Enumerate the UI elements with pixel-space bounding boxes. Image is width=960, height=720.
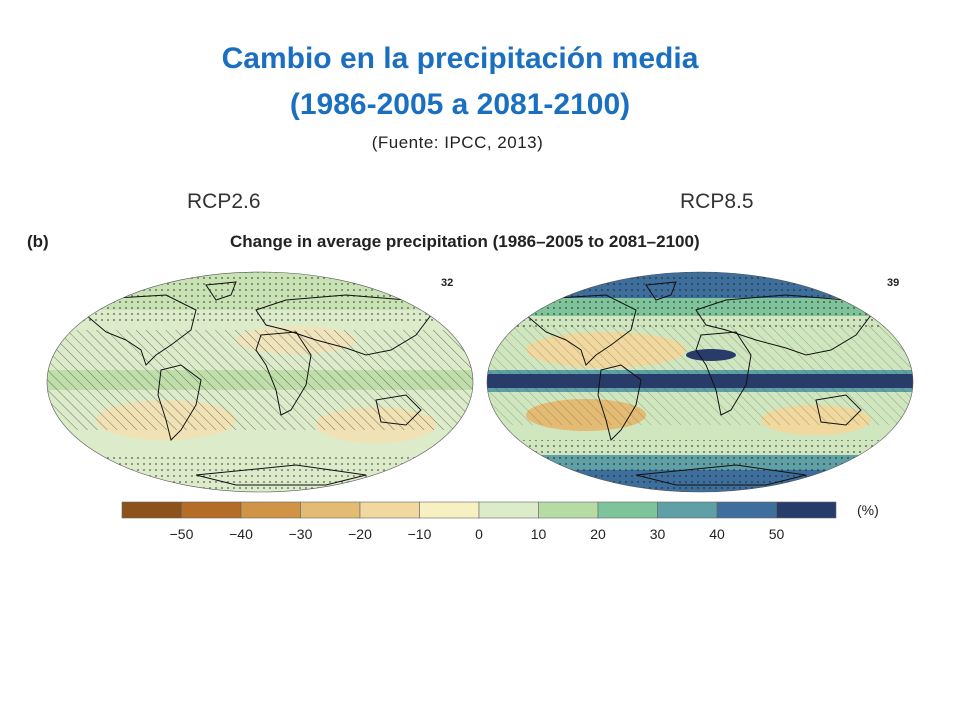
map-rcp26 bbox=[46, 271, 474, 493]
colorbar-tick-label: 10 bbox=[531, 526, 547, 542]
colorbar-swatch bbox=[538, 501, 599, 519]
colorbar-legend: −50 −40 −30 −20 −10 0 10 20 30 40 50 bbox=[121, 501, 837, 542]
colorbar-swatch bbox=[597, 501, 658, 519]
scenario-label-rcp26: RCP2.6 bbox=[187, 190, 261, 213]
colorbar-swatch bbox=[240, 501, 301, 519]
colorbar-swatch bbox=[419, 501, 480, 519]
model-count-rcp85: 39 bbox=[887, 277, 900, 289]
colorbar-swatch bbox=[716, 501, 777, 519]
colorbar-swatch bbox=[657, 501, 718, 519]
colorbar-swatch bbox=[300, 501, 361, 519]
panel-letter: (b) bbox=[27, 232, 49, 251]
model-count-rcp26: 32 bbox=[441, 277, 454, 289]
scenario-label-rcp85: RCP8.5 bbox=[680, 190, 754, 213]
colorbar-tick-label: −30 bbox=[289, 526, 313, 542]
colorbar-tick-label: 40 bbox=[709, 526, 725, 542]
colorbar-tick-label: 20 bbox=[590, 526, 606, 542]
colorbar-tick-label: −50 bbox=[170, 526, 194, 542]
colorbar-swatch bbox=[776, 501, 837, 519]
colorbar-tick-label: 30 bbox=[650, 526, 666, 542]
slide-subtitle-period: (1986-2005 a 2081-2100) bbox=[289, 88, 631, 121]
colorbar-swatch bbox=[121, 501, 182, 519]
colorbar-swatch bbox=[181, 501, 242, 519]
map-rcp85 bbox=[486, 271, 914, 493]
slide-title: Cambio en la precipitación media bbox=[221, 42, 699, 75]
colorbar-swatch bbox=[478, 501, 539, 519]
colorbar-tick-label: −20 bbox=[348, 526, 372, 542]
colorbar-unit: (%) bbox=[857, 502, 879, 518]
figure-title: Change in average precipitation (1986–20… bbox=[230, 232, 700, 251]
colorbar-tick-label: −40 bbox=[229, 526, 253, 542]
colorbar-tick-label: 0 bbox=[475, 526, 483, 542]
colorbar-tick-label: 50 bbox=[769, 526, 785, 542]
source-citation: (Fuente: IPCC, 2013) bbox=[371, 133, 544, 152]
colorbar-tick-label: −10 bbox=[408, 526, 432, 542]
colorbar-swatch bbox=[359, 501, 420, 519]
